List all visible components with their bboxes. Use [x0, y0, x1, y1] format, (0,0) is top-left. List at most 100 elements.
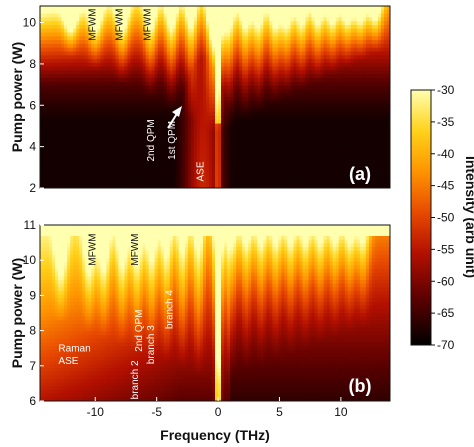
heatmap-cell — [233, 9, 237, 15]
heatmap-cell — [76, 59, 80, 64]
heatmap-cell — [76, 93, 80, 98]
heatmap-cell — [67, 112, 71, 117]
heatmap-cell — [160, 93, 165, 98]
heatmap-cell — [148, 161, 153, 166]
heatmap-cell — [178, 78, 183, 83]
heatmap-cell — [190, 108, 195, 113]
heatmap-cell — [311, 108, 316, 113]
heatmap-cell — [242, 59, 246, 64]
heatmap-cell — [55, 165, 59, 170]
heatmap-cell — [314, 89, 319, 94]
heatmap-cell — [109, 153, 114, 159]
heatmap-cell — [263, 62, 267, 68]
heatmap-cell — [335, 89, 340, 94]
heatmap-cell — [320, 134, 325, 140]
heatmap-cell — [145, 43, 150, 49]
heatmap-cell — [311, 6, 316, 11]
heatmap-cell — [187, 47, 192, 53]
heatmap-cell — [49, 131, 53, 136]
heatmap-cell — [299, 153, 304, 159]
heatmap-cell — [374, 134, 379, 140]
heatmap-cell — [118, 85, 123, 91]
heatmap-cell — [178, 66, 183, 72]
heatmap-cell — [133, 131, 138, 136]
heatmap-cell — [40, 32, 44, 37]
heatmap-cell — [263, 13, 267, 18]
heatmap-cell — [163, 40, 168, 45]
heatmap-cell — [344, 85, 349, 91]
heatmap-cell — [254, 24, 258, 30]
heatmap-cell — [383, 127, 388, 132]
heatmap-cell — [245, 97, 249, 102]
heatmap-cell — [79, 146, 83, 151]
heatmap-cell — [380, 55, 385, 60]
heatmap-cell — [227, 66, 231, 72]
heatmap-cell — [124, 74, 129, 79]
heatmap-cell — [248, 131, 252, 136]
heatmap-cell — [314, 134, 319, 140]
heatmap-cell — [184, 142, 189, 147]
heatmap-cell — [70, 104, 74, 109]
heatmap-cell — [91, 40, 95, 45]
heatmap-cell — [353, 153, 358, 159]
heatmap-cell — [55, 21, 59, 26]
heatmap-cell — [317, 62, 322, 68]
heatmap-cell — [347, 89, 352, 94]
heatmap-cell — [73, 108, 77, 113]
heatmap-cell — [266, 153, 270, 159]
heatmap-cell — [266, 21, 270, 26]
heatmap-cell — [181, 97, 186, 102]
heatmap-cell — [187, 104, 192, 109]
heatmap-cell — [67, 157, 71, 163]
heatmap-cell — [58, 123, 62, 128]
heatmap-cell — [305, 142, 310, 147]
heatmap-cell — [287, 115, 292, 121]
heatmap-cell — [335, 32, 340, 37]
heatmap-cell — [320, 55, 325, 60]
heatmap-cell — [383, 150, 388, 155]
heatmap-cell — [347, 131, 352, 136]
heatmap-cell — [386, 62, 390, 68]
heatmap-cell — [139, 59, 144, 64]
heatmap-cell — [266, 81, 270, 87]
heatmap-cell — [187, 24, 192, 30]
heatmap-cell — [73, 66, 77, 72]
heatmap-cell — [76, 138, 80, 144]
heatmap-cell — [383, 85, 388, 91]
heatmap-cell — [205, 59, 210, 64]
heatmap-cell — [263, 157, 267, 163]
heatmap-cell — [127, 104, 132, 109]
heatmap-cell — [91, 93, 95, 98]
heatmap-cell — [166, 112, 171, 117]
heatmap-cell — [296, 157, 301, 163]
heatmap-cell — [61, 93, 65, 98]
heatmap-cell — [151, 43, 156, 49]
heatmap-cell — [275, 115, 279, 121]
heatmap-cell — [61, 157, 65, 163]
heatmap-cell — [136, 24, 141, 30]
heatmap-cell — [112, 127, 117, 132]
heatmap-cell — [269, 40, 273, 45]
heatmap-cell — [293, 108, 298, 113]
heatmap-cell — [64, 115, 68, 121]
heatmap-cell — [67, 21, 71, 26]
heatmap-cell — [172, 97, 177, 102]
heatmap-cell — [58, 78, 62, 83]
heatmap-cell — [109, 24, 114, 30]
heatmap-cell — [118, 93, 123, 98]
heatmap-cell — [184, 134, 189, 140]
heatmap-cell — [305, 74, 310, 79]
heatmap-cell — [151, 51, 156, 56]
heatmap-cell — [386, 115, 390, 121]
heatmap-cell — [341, 100, 346, 106]
heatmap-cell — [133, 21, 138, 26]
heatmap-cell — [311, 78, 316, 83]
heatmap-cell — [341, 78, 346, 83]
heatmap-cell — [97, 59, 101, 64]
heatmap-cell — [347, 165, 352, 170]
heatmap-cell — [97, 47, 101, 53]
heatmap-cell — [55, 66, 59, 72]
heatmap-cell — [61, 13, 65, 18]
heatmap-cell — [163, 24, 168, 30]
heatmap-cell — [190, 28, 195, 34]
